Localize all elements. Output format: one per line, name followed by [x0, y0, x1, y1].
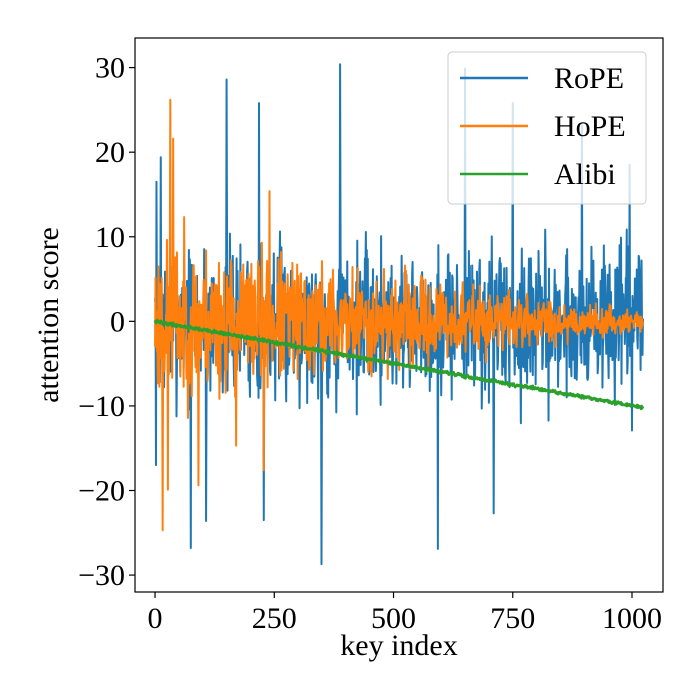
- legend-label-hope: HoPE: [554, 110, 626, 143]
- legend-box: [447, 51, 647, 205]
- x-tick-label: 750: [490, 602, 535, 635]
- x-tick-label: 250: [252, 602, 297, 635]
- y-tick-label: 10: [95, 221, 125, 254]
- y-tick-label: 20: [95, 136, 125, 169]
- plot-frame: [134, 37, 664, 593]
- legend-label-rope: RoPE: [554, 62, 624, 95]
- y-tick-label: 0: [110, 305, 125, 338]
- x-tick-label: 1000: [602, 602, 662, 635]
- x-axis-label: key index: [340, 629, 457, 662]
- y-tick-label: −30: [78, 559, 125, 592]
- y-axis-label: attention score: [32, 227, 65, 403]
- series-line-hope: [154, 98, 644, 532]
- series-line-alibi: [153, 318, 645, 411]
- legend: RoPE HoPE Alibi: [447, 51, 647, 205]
- axis-ticks: 0 250 500 750 1000 30 20 10 0 −10 −20 −30: [78, 52, 662, 635]
- y-tick-label: 30: [95, 52, 125, 85]
- x-tick-label: 500: [371, 602, 416, 635]
- x-tick-label: 0: [148, 602, 163, 635]
- y-tick-label: −20: [78, 475, 125, 508]
- series-layer: [153, 63, 645, 566]
- y-tick-label: −10: [78, 390, 125, 423]
- series-line-rope: [154, 63, 644, 566]
- legend-label-alibi: Alibi: [554, 158, 616, 191]
